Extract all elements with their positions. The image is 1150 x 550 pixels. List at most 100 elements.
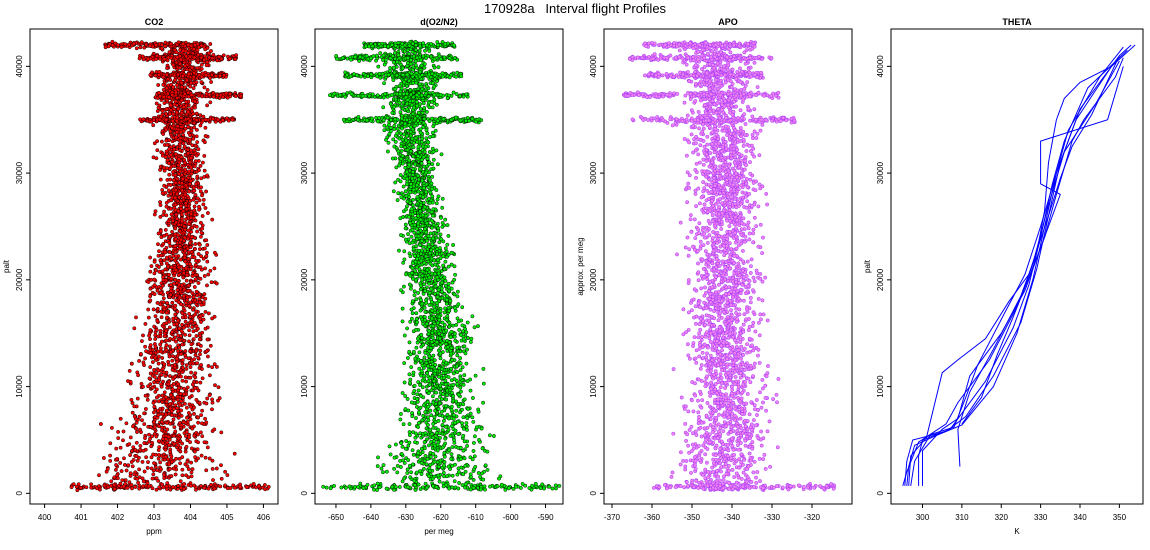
data-point [180,176,185,181]
data-point [196,355,201,360]
data-point [412,230,417,235]
data-point [161,132,166,136]
band-point [262,483,267,487]
data-point [149,466,154,471]
data-point [169,409,174,414]
data-point [128,379,133,384]
band-point [184,54,189,59]
data-point [214,281,219,286]
data-point [178,148,183,153]
data-point [483,463,488,468]
band-point [148,43,153,48]
data-point [145,465,150,470]
data-point [176,106,181,111]
data-point [210,400,215,405]
data-point [189,460,194,465]
data-point [156,409,161,413]
data-point [157,377,162,382]
data-point [183,167,188,172]
data-point [141,333,145,338]
data-point [427,48,432,53]
band-point [158,56,163,61]
data-point [181,141,186,146]
data-point [152,404,157,409]
data-point [443,259,448,264]
data-point [177,282,182,287]
data-point [164,127,169,132]
data-point [183,201,188,206]
data-point [186,50,191,55]
data-point [189,319,194,324]
data-point [205,354,210,359]
data-point [153,452,158,457]
band-point [134,46,139,51]
data-point [470,396,475,400]
data-point [141,384,145,389]
data-point [109,425,114,430]
band-point [218,73,222,78]
data-point [400,444,405,449]
band-point [256,484,261,489]
data-point [171,382,176,386]
data-point [206,272,211,277]
data-point [168,292,173,297]
band-point [78,485,83,490]
data-point [193,298,198,303]
data-point [205,103,210,108]
data-point [166,443,171,448]
data-point [190,225,195,230]
data-point [164,255,169,260]
data-point [398,417,403,422]
data-point [160,188,165,192]
data-point [167,50,172,55]
data-point [407,282,412,287]
data-point [169,350,173,355]
data-point [464,361,469,366]
data-point [191,185,196,190]
data-point [186,288,191,293]
data-point [205,211,210,215]
data-point [175,176,180,181]
data-point [196,342,201,347]
data-point [161,82,166,87]
data-point [101,456,106,460]
band-point [125,485,130,490]
data-point [196,420,201,425]
data-point [118,416,123,421]
band-point [131,41,136,46]
data-point [173,429,178,434]
data-point [203,326,208,331]
y-tick-label: 10000 [15,375,24,398]
data-point [154,434,159,439]
data-point [127,442,132,447]
data-point [112,475,117,480]
data-point [179,155,184,160]
band-point [177,54,182,59]
x-axis-label: ppm [146,527,162,536]
data-point [174,293,179,298]
data-point [148,365,153,370]
data-point [159,139,164,144]
data-point [203,309,208,314]
data-point [198,220,203,225]
band-point [200,94,204,99]
band-point [211,116,216,121]
data-point [202,440,207,445]
data-point [179,111,184,115]
data-point [158,460,163,465]
data-point [183,349,188,354]
band-point [141,484,146,489]
data-point [183,160,187,165]
data-point [458,356,463,361]
data-point [479,471,484,476]
data-point [155,319,160,324]
data-point [129,361,134,366]
data-point [152,367,157,372]
band-point [215,117,220,122]
data-point [150,385,155,390]
data-point [152,271,157,276]
data-point [479,426,484,431]
data-point [158,258,163,263]
data-point [138,351,143,356]
data-point [168,336,172,341]
